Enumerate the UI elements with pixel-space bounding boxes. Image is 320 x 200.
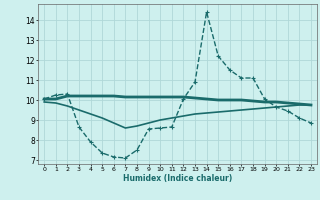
- X-axis label: Humidex (Indice chaleur): Humidex (Indice chaleur): [123, 174, 232, 183]
